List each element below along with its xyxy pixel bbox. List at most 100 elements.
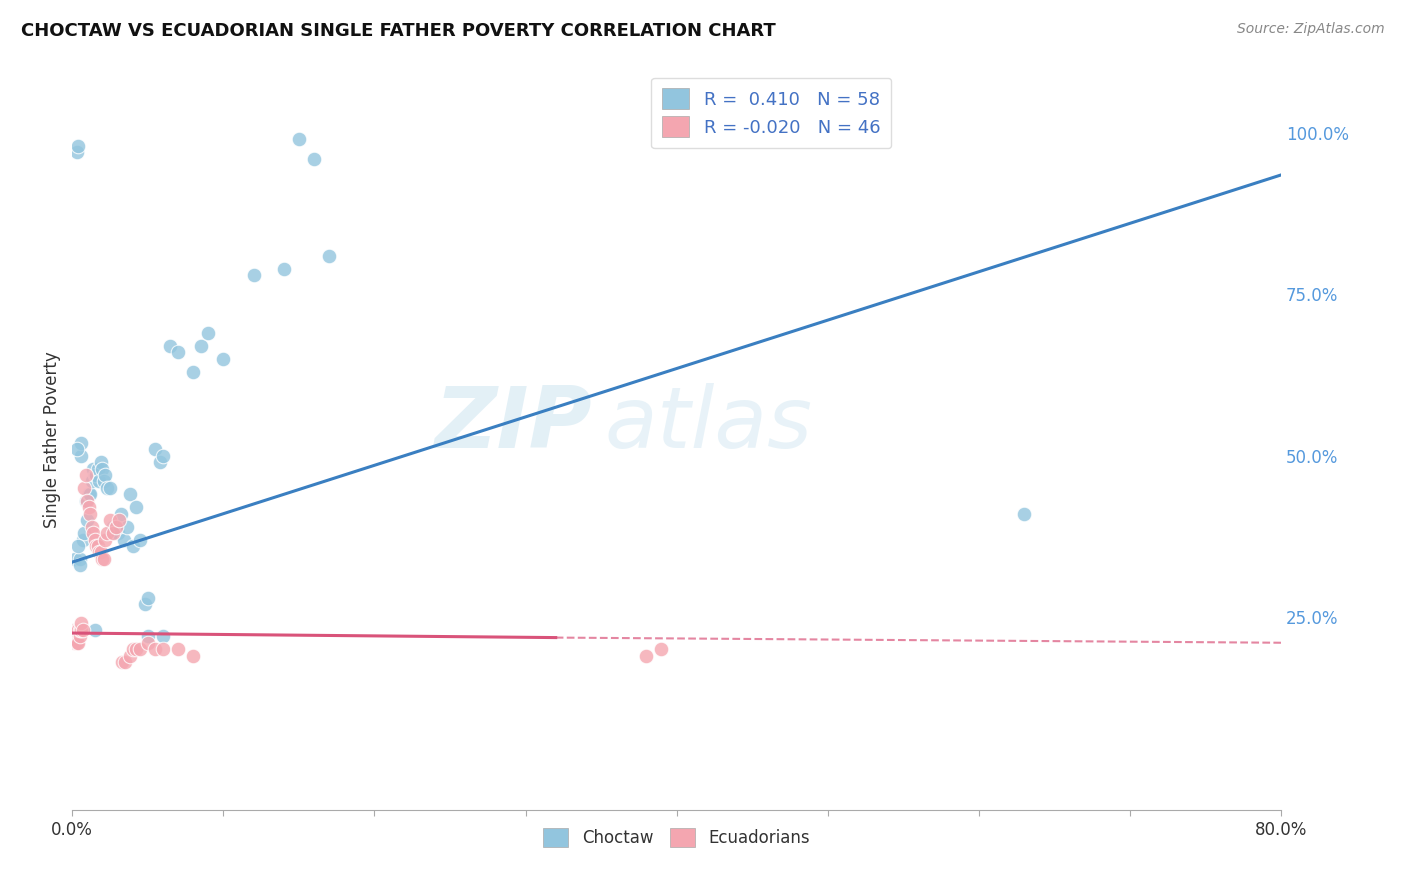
Point	[167, 642, 190, 657]
Point	[115, 519, 138, 533]
Point	[70, 449, 93, 463]
Point	[66, 636, 89, 650]
Point	[212, 351, 235, 366]
Point	[69, 558, 91, 573]
Point	[118, 648, 141, 663]
Point	[77, 487, 100, 501]
Text: CHOCTAW VS ECUADORIAN SINGLE FATHER POVERTY CORRELATION CHART: CHOCTAW VS ECUADORIAN SINGLE FATHER POVE…	[21, 22, 776, 40]
Point	[70, 623, 93, 637]
Point	[190, 339, 212, 353]
Point	[136, 629, 159, 643]
Point	[73, 526, 96, 541]
Point	[121, 642, 143, 657]
Point	[1012, 507, 1035, 521]
Point	[98, 481, 121, 495]
Legend: Choctaw, Ecuadorians: Choctaw, Ecuadorians	[537, 822, 817, 855]
Point	[93, 475, 115, 489]
Point	[79, 507, 101, 521]
Point	[134, 597, 156, 611]
Point	[152, 449, 174, 463]
Point	[67, 539, 90, 553]
Point	[118, 487, 141, 501]
Point	[89, 475, 111, 489]
Point	[111, 655, 134, 669]
Point	[93, 552, 115, 566]
Point	[110, 507, 132, 521]
Point	[83, 468, 105, 483]
Point	[94, 468, 117, 483]
Point	[197, 326, 219, 340]
Point	[65, 623, 87, 637]
Y-axis label: Single Father Poverty: Single Father Poverty	[44, 351, 60, 528]
Point	[152, 629, 174, 643]
Point	[121, 539, 143, 553]
Point	[105, 519, 128, 533]
Point	[114, 655, 136, 669]
Point	[143, 442, 166, 457]
Point	[67, 139, 90, 153]
Point	[80, 475, 103, 489]
Text: ZIP: ZIP	[434, 384, 592, 467]
Point	[69, 629, 91, 643]
Point	[152, 642, 174, 657]
Point	[86, 539, 108, 553]
Point	[72, 623, 94, 637]
Point	[112, 533, 135, 547]
Point	[66, 623, 89, 637]
Point	[69, 552, 91, 566]
Point	[75, 493, 97, 508]
Point	[136, 591, 159, 605]
Point	[89, 545, 111, 559]
Point	[83, 623, 105, 637]
Point	[103, 519, 125, 533]
Point	[67, 623, 90, 637]
Point	[159, 339, 181, 353]
Point	[79, 487, 101, 501]
Point	[87, 461, 110, 475]
Point	[96, 481, 118, 495]
Point	[101, 519, 124, 533]
Point	[62, 629, 84, 643]
Point	[69, 623, 91, 637]
Point	[125, 642, 148, 657]
Point	[76, 513, 98, 527]
Point	[91, 552, 114, 566]
Point	[83, 533, 105, 547]
Point	[75, 468, 97, 483]
Point	[149, 455, 172, 469]
Point	[302, 152, 325, 166]
Point	[636, 648, 658, 663]
Point	[80, 519, 103, 533]
Point	[90, 545, 112, 559]
Point	[66, 145, 89, 160]
Point	[650, 642, 672, 657]
Point	[65, 552, 87, 566]
Point	[143, 642, 166, 657]
Point	[96, 526, 118, 541]
Point	[86, 468, 108, 483]
Point	[67, 636, 90, 650]
Text: atlas: atlas	[605, 384, 813, 467]
Point	[87, 539, 110, 553]
Point	[82, 461, 104, 475]
Point	[167, 345, 190, 359]
Point	[66, 442, 89, 457]
Point	[70, 616, 93, 631]
Point	[288, 132, 311, 146]
Point	[181, 365, 204, 379]
Point	[125, 500, 148, 515]
Point	[70, 435, 93, 450]
Point	[108, 513, 131, 527]
Point	[82, 526, 104, 541]
Point	[242, 268, 264, 282]
Point	[273, 261, 295, 276]
Point	[65, 636, 87, 650]
Point	[181, 648, 204, 663]
Point	[62, 623, 84, 637]
Point	[73, 481, 96, 495]
Point	[318, 249, 340, 263]
Point	[94, 533, 117, 547]
Point	[98, 513, 121, 527]
Point	[129, 642, 152, 657]
Point	[100, 526, 122, 541]
